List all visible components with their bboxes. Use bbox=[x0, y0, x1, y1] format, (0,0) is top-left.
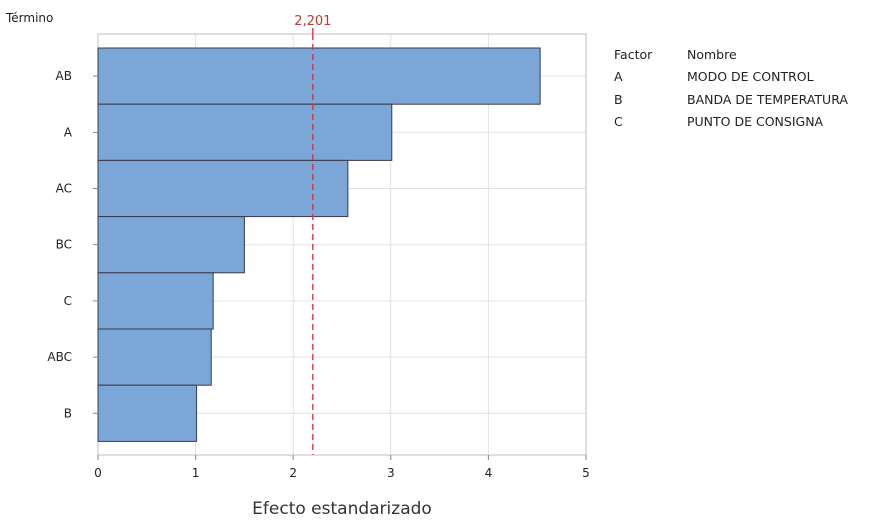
y-axis-title: Término bbox=[5, 11, 53, 25]
factor-legend: Factor Nombre A MODO DE CONTROL B BANDA … bbox=[614, 43, 848, 133]
bar-bc bbox=[97, 216, 245, 274]
legend-row: C PUNTO DE CONSIGNA bbox=[614, 111, 848, 134]
reference-line-label: 2,201 bbox=[294, 14, 331, 29]
legend-factor-name: PUNTO DE CONSIGNA bbox=[687, 114, 824, 130]
legend-row: B BANDA DE TEMPERATURA bbox=[614, 88, 848, 111]
y-tick-label: AC bbox=[56, 182, 72, 196]
legend-row: A MODO DE CONTROL bbox=[614, 66, 848, 89]
x-tick-label: 0 bbox=[94, 466, 102, 480]
x-tick-label: 4 bbox=[485, 466, 493, 480]
y-tick-label: B bbox=[64, 406, 72, 420]
bars bbox=[97, 47, 541, 442]
x-tick-label: 2 bbox=[289, 466, 297, 480]
y-tick-labels: AB A AC BC C ABC B bbox=[47, 69, 98, 420]
legend-factor-code: C bbox=[614, 114, 623, 130]
y-tick-label: A bbox=[64, 125, 73, 139]
x-tick-label: 5 bbox=[582, 466, 590, 480]
bar-ab bbox=[97, 47, 541, 105]
y-tick-label: ABC bbox=[47, 350, 72, 364]
x-tick-label: 1 bbox=[192, 466, 200, 480]
bar-ac bbox=[97, 159, 349, 218]
bar-abc bbox=[97, 328, 212, 386]
y-tick-label: BC bbox=[56, 238, 72, 252]
x-tick-label: 3 bbox=[387, 466, 395, 480]
bar-a bbox=[97, 103, 393, 161]
legend-factor-name: MODO DE CONTROL bbox=[687, 69, 814, 85]
reference-line-group: 2,201 bbox=[294, 14, 331, 455]
legend-factor-code: B bbox=[614, 91, 623, 107]
y-tick-label: C bbox=[64, 294, 72, 308]
bar-b bbox=[97, 384, 198, 442]
legend-header-factor: Factor bbox=[614, 46, 653, 62]
x-axis-title: Efecto estandarizado bbox=[252, 499, 432, 519]
legend-header-nombre: Nombre bbox=[687, 46, 737, 62]
legend-factor-code: A bbox=[614, 69, 623, 85]
legend-header-row: Factor Nombre bbox=[614, 43, 848, 66]
y-tick-label: AB bbox=[56, 69, 72, 83]
bar-c bbox=[97, 272, 214, 330]
legend-factor-name: BANDA DE TEMPERATURA bbox=[687, 91, 848, 107]
x-tick-labels: 0 1 2 3 4 5 bbox=[94, 455, 590, 480]
